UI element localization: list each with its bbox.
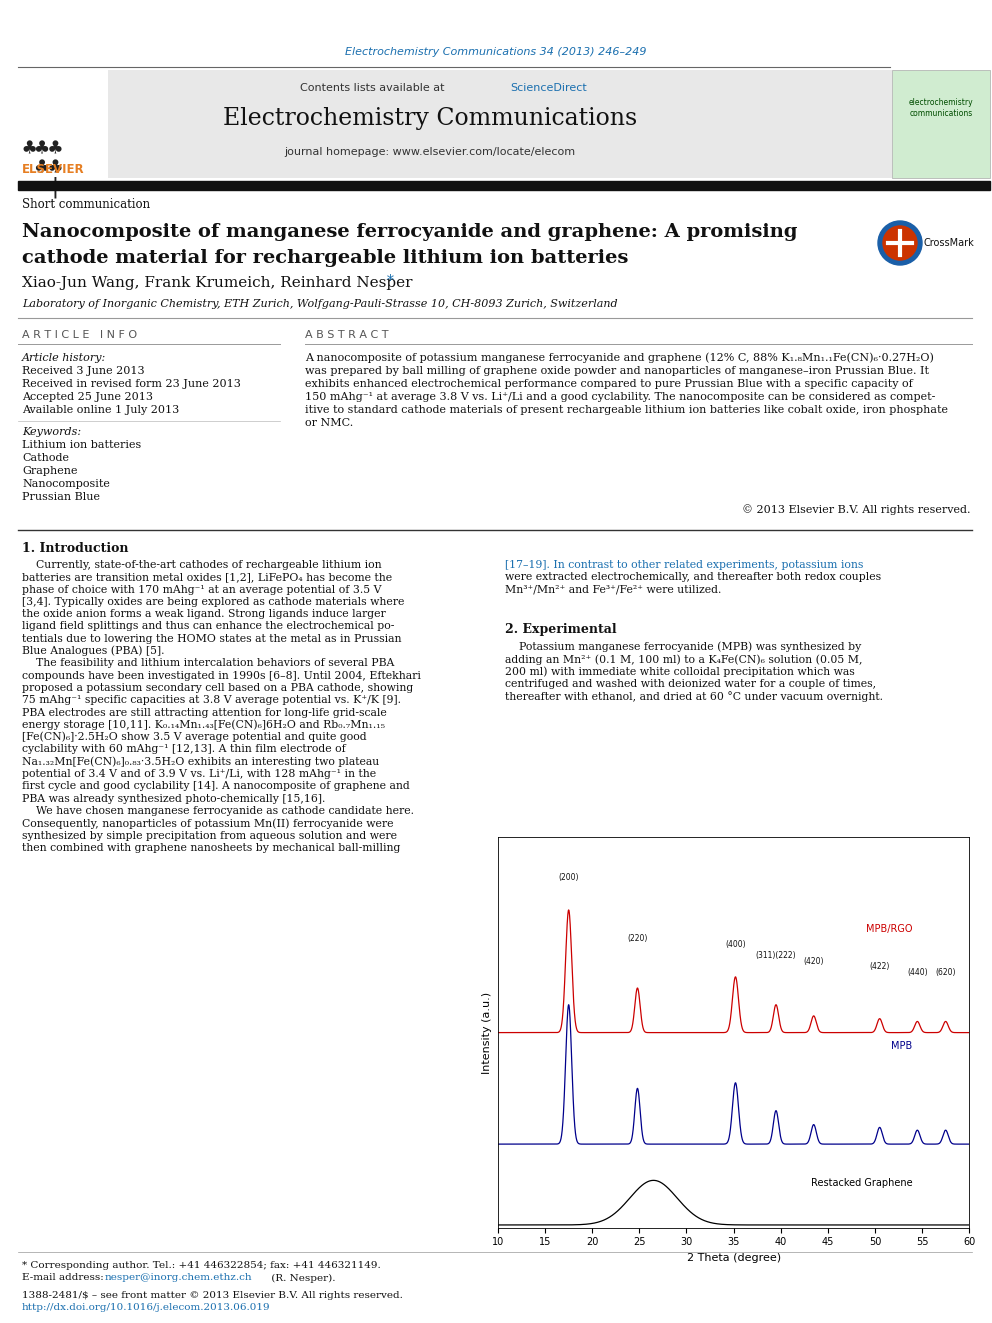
Text: © 2013 Elsevier B.V. All rights reserved.: © 2013 Elsevier B.V. All rights reserved… xyxy=(741,504,970,516)
Text: 1388-2481/$ – see front matter © 2013 Elsevier B.V. All rights reserved.: 1388-2481/$ – see front matter © 2013 El… xyxy=(22,1290,403,1299)
Text: Blue Analogues (PBA) [5].: Blue Analogues (PBA) [5]. xyxy=(22,646,165,656)
Text: Keywords:: Keywords: xyxy=(22,427,81,437)
Text: MPB/RGO: MPB/RGO xyxy=(866,925,913,934)
X-axis label: 2 Theta (degree): 2 Theta (degree) xyxy=(686,1253,781,1263)
Text: was prepared by ball milling of graphene oxide powder and nanoparticles of manga: was prepared by ball milling of graphene… xyxy=(305,366,929,376)
Text: Nanocomposite of manganese ferrocyanide and graphene: A promising: Nanocomposite of manganese ferrocyanide … xyxy=(22,224,798,241)
Text: The feasibility and lithium intercalation behaviors of several PBA: The feasibility and lithium intercalatio… xyxy=(22,659,395,668)
Text: (400): (400) xyxy=(725,939,746,949)
Text: 200 ml) with immediate white colloidal precipitation which was: 200 ml) with immediate white colloidal p… xyxy=(505,667,855,677)
Text: ligand field splittings and thus can enhance the electrochemical po-: ligand field splittings and thus can enh… xyxy=(22,622,395,631)
Text: * Corresponding author. Tel.: +41 446322854; fax: +41 446321149.: * Corresponding author. Tel.: +41 446322… xyxy=(22,1261,381,1270)
Text: MPB: MPB xyxy=(892,1041,913,1052)
Text: first cycle and good cyclability [14]. A nanocomposite of graphene and: first cycle and good cyclability [14]. A… xyxy=(22,782,410,791)
Text: PBA electrodes are still attracting attention for long-life grid-scale: PBA electrodes are still attracting atte… xyxy=(22,708,387,717)
Bar xyxy=(892,70,990,179)
Text: or NMC.: or NMC. xyxy=(305,418,353,429)
Text: (R. Nesper).: (R. Nesper). xyxy=(268,1274,335,1282)
Text: (422): (422) xyxy=(869,962,890,971)
Text: 1. Introduction: 1. Introduction xyxy=(22,542,129,556)
Text: Potassium manganese ferrocyanide (MPB) was synthesized by: Potassium manganese ferrocyanide (MPB) w… xyxy=(505,642,861,652)
Text: CrossMark: CrossMark xyxy=(924,238,975,247)
Text: A R T I C L E   I N F O: A R T I C L E I N F O xyxy=(22,329,137,340)
Text: Graphene: Graphene xyxy=(22,466,77,476)
Text: tentials due to lowering the HOMO states at the metal as in Prussian: tentials due to lowering the HOMO states… xyxy=(22,634,402,644)
Text: We have chosen manganese ferrocyanide as cathode candidate here.: We have chosen manganese ferrocyanide as… xyxy=(22,806,414,816)
Text: cathode material for rechargeable lithium ion batteries: cathode material for rechargeable lithiu… xyxy=(22,249,628,267)
Text: Electrochemistry Communications 34 (2013) 246–249: Electrochemistry Communications 34 (2013… xyxy=(345,48,647,57)
Y-axis label: Intensity (a.u.): Intensity (a.u.) xyxy=(482,991,492,1074)
Text: http://dx.doi.org/10.1016/j.elecom.2013.06.019: http://dx.doi.org/10.1016/j.elecom.2013.… xyxy=(22,1303,271,1312)
Text: PBA was already synthesized photo-chemically [15,16].: PBA was already synthesized photo-chemic… xyxy=(22,794,325,803)
Text: Accepted 25 June 2013: Accepted 25 June 2013 xyxy=(22,392,153,402)
Text: ♣♣♣
 ♣♣
  |: ♣♣♣ ♣♣ | xyxy=(22,140,62,198)
Text: the oxide anion forms a weak ligand. Strong ligands induce larger: the oxide anion forms a weak ligand. Str… xyxy=(22,609,386,619)
Text: Prussian Blue: Prussian Blue xyxy=(22,492,100,501)
Bar xyxy=(18,181,990,191)
Text: Contents lists available at: Contents lists available at xyxy=(300,83,448,93)
Text: synthesized by simple precipitation from aqueous solution and were: synthesized by simple precipitation from… xyxy=(22,831,397,840)
Text: thereafter with ethanol, and dried at 60 °C under vacuum overnight.: thereafter with ethanol, and dried at 60… xyxy=(505,691,883,701)
Text: journal homepage: www.elsevier.com/locate/elecom: journal homepage: www.elsevier.com/locat… xyxy=(285,147,575,157)
Text: [17–19]. In contrast to other related experiments, potassium ions: [17–19]. In contrast to other related ex… xyxy=(505,560,863,570)
Text: A nanocomposite of potassium manganese ferrocyanide and graphene (12% C, 88% K₁.: A nanocomposite of potassium manganese f… xyxy=(305,353,933,364)
Text: 150 mAhg⁻¹ at average 3.8 V vs. Li⁺/Li and a good cyclability. The nanocomposite: 150 mAhg⁻¹ at average 3.8 V vs. Li⁺/Li a… xyxy=(305,392,935,402)
Text: [Fe(CN)₆]·2.5H₂O show 3.5 V average potential and quite good: [Fe(CN)₆]·2.5H₂O show 3.5 V average pote… xyxy=(22,732,367,742)
Text: adding an Mn²⁺ (0.1 M, 100 ml) to a K₄Fe(CN)₆ solution (0.05 M,: adding an Mn²⁺ (0.1 M, 100 ml) to a K₄Fe… xyxy=(505,654,862,664)
Text: (420): (420) xyxy=(804,957,824,966)
Text: (620): (620) xyxy=(935,968,956,976)
Text: electrochemistry
communications: electrochemistry communications xyxy=(909,98,973,118)
Text: Short communication: Short communication xyxy=(22,198,150,212)
Text: Currently, state-of-the-art cathodes of rechargeable lithium ion: Currently, state-of-the-art cathodes of … xyxy=(22,560,382,570)
Text: ScienceDirect: ScienceDirect xyxy=(510,83,586,93)
Text: proposed a potassium secondary cell based on a PBA cathode, showing: proposed a potassium secondary cell base… xyxy=(22,683,414,693)
Text: energy storage [10,11]. K₀.₁₄Mn₁.₄₃[Fe(CN)₆]6H₂O and Rb₀.₇Mn₁.₁₅: energy storage [10,11]. K₀.₁₄Mn₁.₄₃[Fe(C… xyxy=(22,720,385,730)
Text: phase of choice with 170 mAhg⁻¹ at an average potential of 3.5 V: phase of choice with 170 mAhg⁻¹ at an av… xyxy=(22,585,382,594)
Text: Restacked Graphene: Restacked Graphene xyxy=(811,1177,913,1188)
Text: Nanocomposite: Nanocomposite xyxy=(22,479,110,490)
Text: Received in revised form 23 June 2013: Received in revised form 23 June 2013 xyxy=(22,378,241,389)
Text: Consequently, nanoparticles of potassium Mn(II) ferrocyanide were: Consequently, nanoparticles of potassium… xyxy=(22,818,394,828)
Text: *: * xyxy=(387,274,394,288)
Text: Xiao-Jun Wang, Frank Krumeich, Reinhard Nesper: Xiao-Jun Wang, Frank Krumeich, Reinhard … xyxy=(22,277,418,290)
Text: [3,4]. Typically oxides are being explored as cathode materials where: [3,4]. Typically oxides are being explor… xyxy=(22,597,405,607)
Text: compounds have been investigated in 1990s [6–8]. Until 2004, Eftekhari: compounds have been investigated in 1990… xyxy=(22,671,421,681)
Text: (311)(222): (311)(222) xyxy=(756,951,797,960)
Circle shape xyxy=(878,221,922,265)
Bar xyxy=(60,70,892,179)
Text: Lithium ion batteries: Lithium ion batteries xyxy=(22,441,141,450)
Text: 75 mAhg⁻¹ specific capacities at 3.8 V average potential vs. K⁺/K [9].: 75 mAhg⁻¹ specific capacities at 3.8 V a… xyxy=(22,696,401,705)
Text: ELSEVIER: ELSEVIER xyxy=(22,163,84,176)
Text: Laboratory of Inorganic Chemistry, ETH Zurich, Wolfgang-Pauli-Strasse 10, CH-809: Laboratory of Inorganic Chemistry, ETH Z… xyxy=(22,299,618,310)
Circle shape xyxy=(883,226,917,261)
Text: A B S T R A C T: A B S T R A C T xyxy=(305,329,389,340)
Text: Na₁.₃₂Mn[Fe(CN)₆]₀.₈₃·3.5H₂O exhibits an interesting two plateau: Na₁.₃₂Mn[Fe(CN)₆]₀.₈₃·3.5H₂O exhibits an… xyxy=(22,757,379,767)
Text: exhibits enhanced electrochemical performance compared to pure Prussian Blue wit: exhibits enhanced electrochemical perfor… xyxy=(305,378,913,389)
Text: itive to standard cathode materials of present rechargeable lithium ion batterie: itive to standard cathode materials of p… xyxy=(305,405,948,415)
Text: were extracted electrochemically, and thereafter both redox couples: were extracted electrochemically, and th… xyxy=(505,573,881,582)
Text: Received 3 June 2013: Received 3 June 2013 xyxy=(22,366,145,376)
Text: nesper@inorg.chem.ethz.ch: nesper@inorg.chem.ethz.ch xyxy=(105,1274,253,1282)
Text: E-mail address:: E-mail address: xyxy=(22,1274,107,1282)
Text: centrifuged and washed with deionized water for a couple of times,: centrifuged and washed with deionized wa… xyxy=(505,679,876,689)
Text: then combined with graphene nanosheets by mechanical ball-milling: then combined with graphene nanosheets b… xyxy=(22,843,401,853)
Text: Mn³⁺/Mn²⁺ and Fe³⁺/Fe²⁺ were utilized.: Mn³⁺/Mn²⁺ and Fe³⁺/Fe²⁺ were utilized. xyxy=(505,585,721,594)
Text: (200): (200) xyxy=(558,873,579,882)
Bar xyxy=(18,70,108,179)
Text: cyclability with 60 mAhg⁻¹ [12,13]. A thin film electrode of: cyclability with 60 mAhg⁻¹ [12,13]. A th… xyxy=(22,745,346,754)
Text: potential of 3.4 V and of 3.9 V vs. Li⁺/Li, with 128 mAhg⁻¹ in the: potential of 3.4 V and of 3.9 V vs. Li⁺/… xyxy=(22,769,376,779)
Text: Fig. 1. Powder XRD patterns of MPB, MPB/RGO and restacked graphene.: Fig. 1. Powder XRD patterns of MPB, MPB/… xyxy=(505,1170,919,1180)
Text: (440): (440) xyxy=(907,968,928,976)
Text: Electrochemistry Communications: Electrochemistry Communications xyxy=(223,106,637,130)
Text: Cathode: Cathode xyxy=(22,452,69,463)
Text: batteries are transition metal oxides [1,2], LiFePO₄ has become the: batteries are transition metal oxides [1… xyxy=(22,573,392,582)
Text: 2. Experimental: 2. Experimental xyxy=(505,623,617,636)
Text: Available online 1 July 2013: Available online 1 July 2013 xyxy=(22,405,180,415)
Text: (220): (220) xyxy=(627,934,648,943)
Text: Article history:: Article history: xyxy=(22,353,106,363)
